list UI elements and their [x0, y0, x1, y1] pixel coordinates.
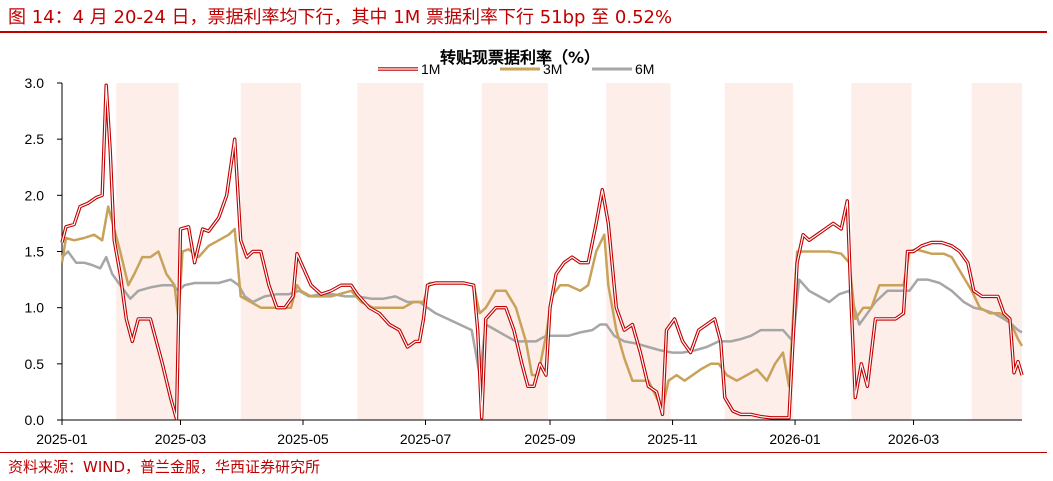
series-1M [60, 83, 1024, 421]
legend-item-1M: 1M [378, 61, 440, 77]
chart-title: 转贴现票据利率（%） [440, 48, 600, 67]
x-tick-label: 2026-03 [888, 431, 940, 447]
x-tick-label: 2025-11 [647, 431, 698, 447]
shaded-period [606, 83, 671, 420]
series-line-inner [61, 84, 1023, 420]
shaded-period [357, 83, 424, 420]
source-divider [0, 452, 1047, 453]
x-tick-label: 2025-03 [155, 431, 207, 447]
chart-axes: 0.0 0.5 1.0 1.5 2.0 2.5 3.0 2025-01 2025-03 2025-… [25, 75, 1022, 447]
chart-legend: 1M 3M 6M [378, 61, 654, 77]
shaded-period [724, 83, 794, 420]
shaded-periods [116, 83, 1022, 420]
x-tick-label: 2025-05 [277, 431, 329, 447]
y-tick-label: 2.5 [25, 131, 45, 147]
y-tick-label: 1.0 [25, 300, 45, 316]
shaded-period [240, 83, 301, 420]
y-tick-label: 0.0 [25, 412, 45, 428]
legend-item-3M: 3M [500, 61, 562, 77]
source-note: 资料来源：WIND，普兰金服，华西证券研究所 [8, 458, 321, 476]
x-tick-label: 2026-01 [769, 431, 821, 447]
legend-label: 6M [635, 61, 654, 77]
rate-line-chart: 0.0 0.5 1.0 1.5 2.0 2.5 3.0 2025-01 2025-03 2025-… [25, 48, 1024, 447]
y-tick-label: 2.0 [25, 187, 45, 203]
chart-series [60, 83, 1024, 421]
x-tick-label: 2025-01 [36, 431, 88, 447]
x-tick-label: 2025-07 [400, 431, 452, 447]
y-tick-label: 0.5 [25, 356, 45, 372]
series-line [61, 250, 1023, 377]
legend-label: 3M [543, 61, 562, 77]
series-6M [61, 250, 1023, 377]
caption-divider [0, 31, 1047, 33]
shaded-period [481, 83, 549, 420]
legend-item-6M: 6M [592, 61, 654, 77]
y-tick-label: 1.5 [25, 244, 45, 260]
y-tick-label: 3.0 [25, 75, 45, 91]
shaded-period [116, 83, 179, 420]
legend-label: 1M [421, 61, 440, 77]
figure-caption: 图 14：4 月 20-24 日，票据利率均下行，其中 1M 票据利率下行 51… [8, 7, 673, 28]
x-tick-label: 2025-09 [524, 431, 576, 447]
